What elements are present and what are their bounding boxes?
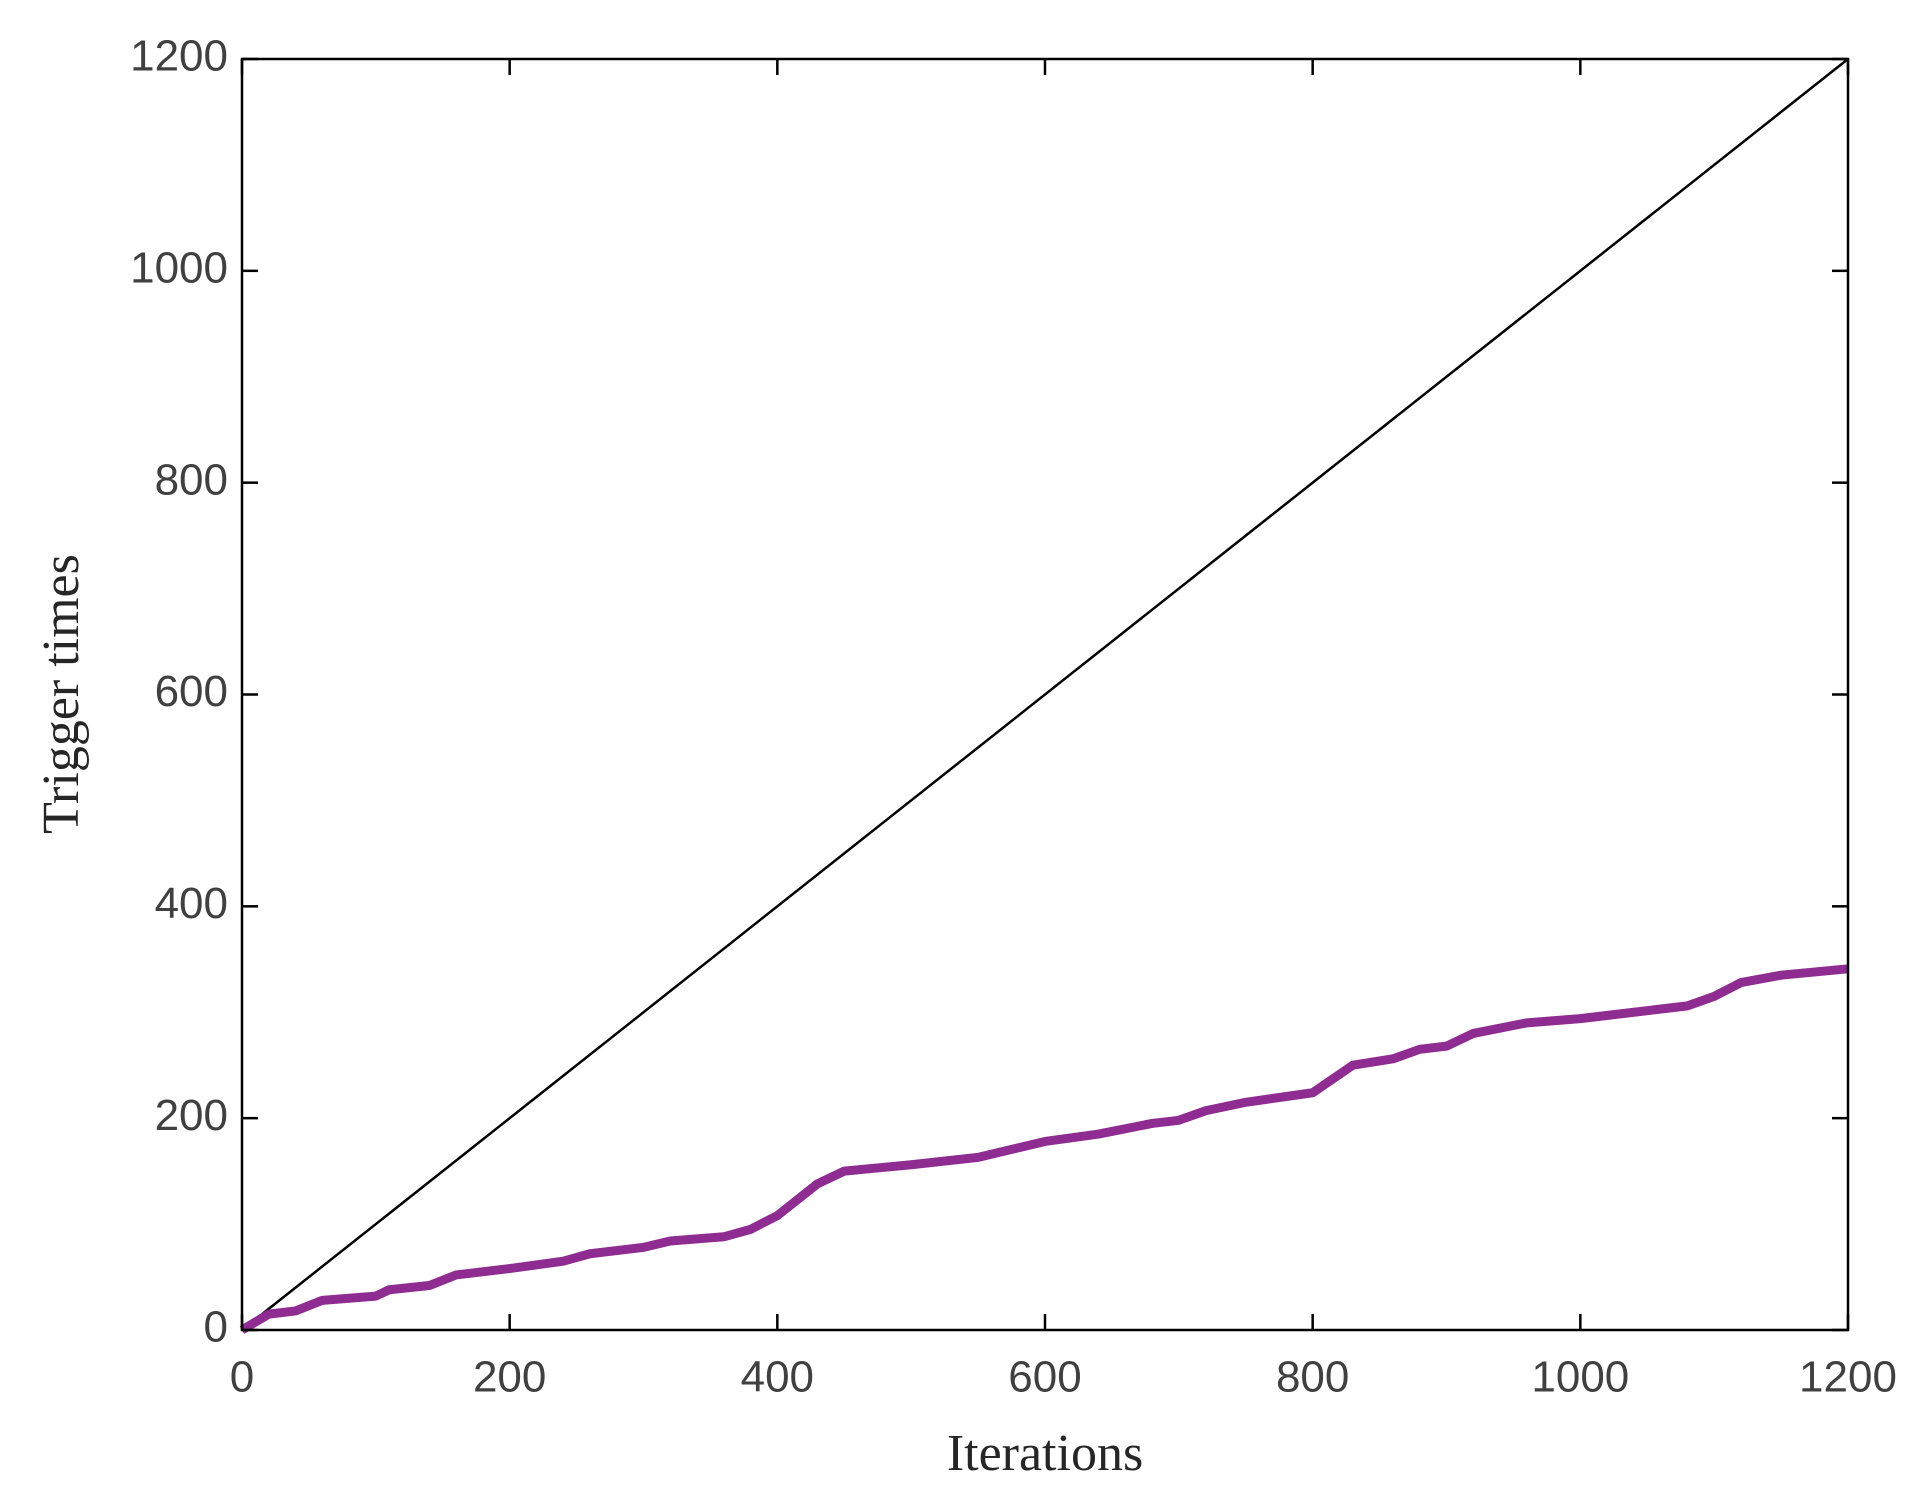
y-axis-label: Trigger times <box>33 554 90 834</box>
x-tick-label: 600 <box>1008 1353 1081 1402</box>
y-tick-label: 400 <box>155 879 228 928</box>
y-tick-label: 800 <box>155 455 228 504</box>
y-tick-label: 1000 <box>130 243 228 292</box>
data-line <box>239 964 1849 1334</box>
y-tick-label: 0 <box>204 1303 228 1352</box>
x-axis-label: Iterations <box>947 1425 1143 1482</box>
y-tick-label: 200 <box>155 1091 228 1140</box>
y-tick-label: 600 <box>155 667 228 716</box>
data-line <box>241 58 1849 1331</box>
x-tick-label: 0 <box>230 1353 254 1402</box>
x-tick-label: 1000 <box>1531 1353 1629 1402</box>
x-tick-label: 800 <box>1276 1353 1349 1402</box>
x-tick-label: 1200 <box>1799 1353 1897 1402</box>
x-tick-label: 400 <box>741 1353 814 1402</box>
y-tick-label: 1200 <box>130 32 228 81</box>
x-tick-label: 200 <box>473 1353 546 1402</box>
